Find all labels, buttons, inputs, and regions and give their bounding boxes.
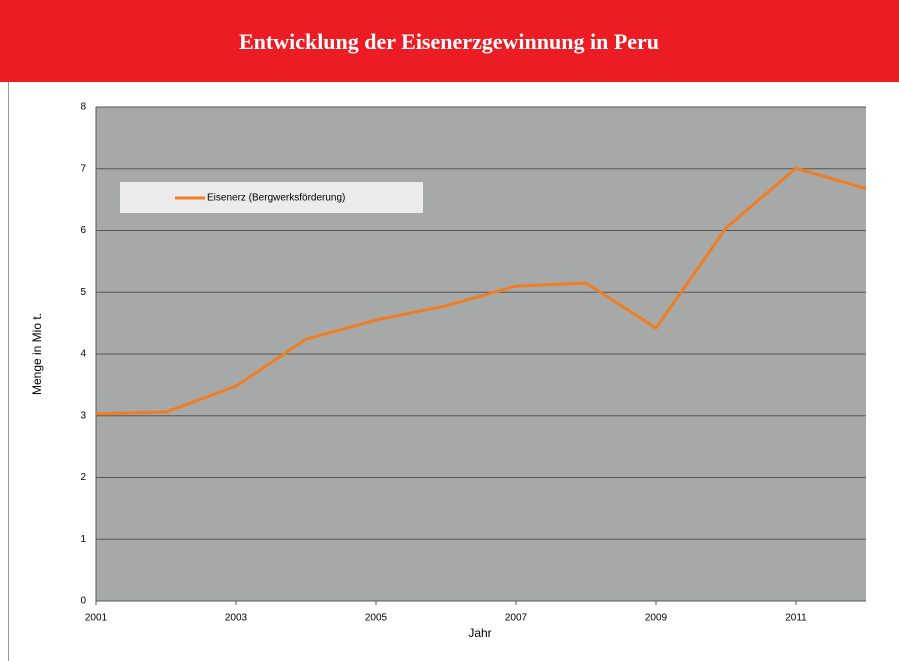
y-tick-label: 8 <box>80 102 86 113</box>
y-tick-label: 7 <box>80 163 86 174</box>
chart-title: Entwicklung der Eisenerzgewinnung in Per… <box>239 29 659 54</box>
y-axis-label: Menge in Mio t. <box>30 313 44 395</box>
legend-box <box>120 182 423 213</box>
x-tick-label: 2011 <box>785 613 807 624</box>
x-tick-label: 2009 <box>645 613 668 624</box>
x-tick-label: 2003 <box>225 613 248 624</box>
x-tick-label: 2001 <box>85 613 108 624</box>
header-bar <box>0 0 899 82</box>
y-tick-label: 4 <box>80 349 86 360</box>
y-tick-label: 5 <box>80 287 86 298</box>
y-tick-label: 2 <box>80 472 86 483</box>
x-tick-label: 2005 <box>365 613 388 624</box>
legend-label: Eisenerz (Bergwerksförderung) <box>207 193 345 204</box>
y-tick-label: 0 <box>80 596 86 607</box>
y-tick-label: 6 <box>80 225 86 236</box>
x-tick-label: 2007 <box>505 613 528 624</box>
x-axis-label: Jahr <box>468 626 491 640</box>
y-tick-label: 3 <box>80 410 86 421</box>
data-line <box>95 166 867 416</box>
y-tick-label: 1 <box>80 534 86 545</box>
